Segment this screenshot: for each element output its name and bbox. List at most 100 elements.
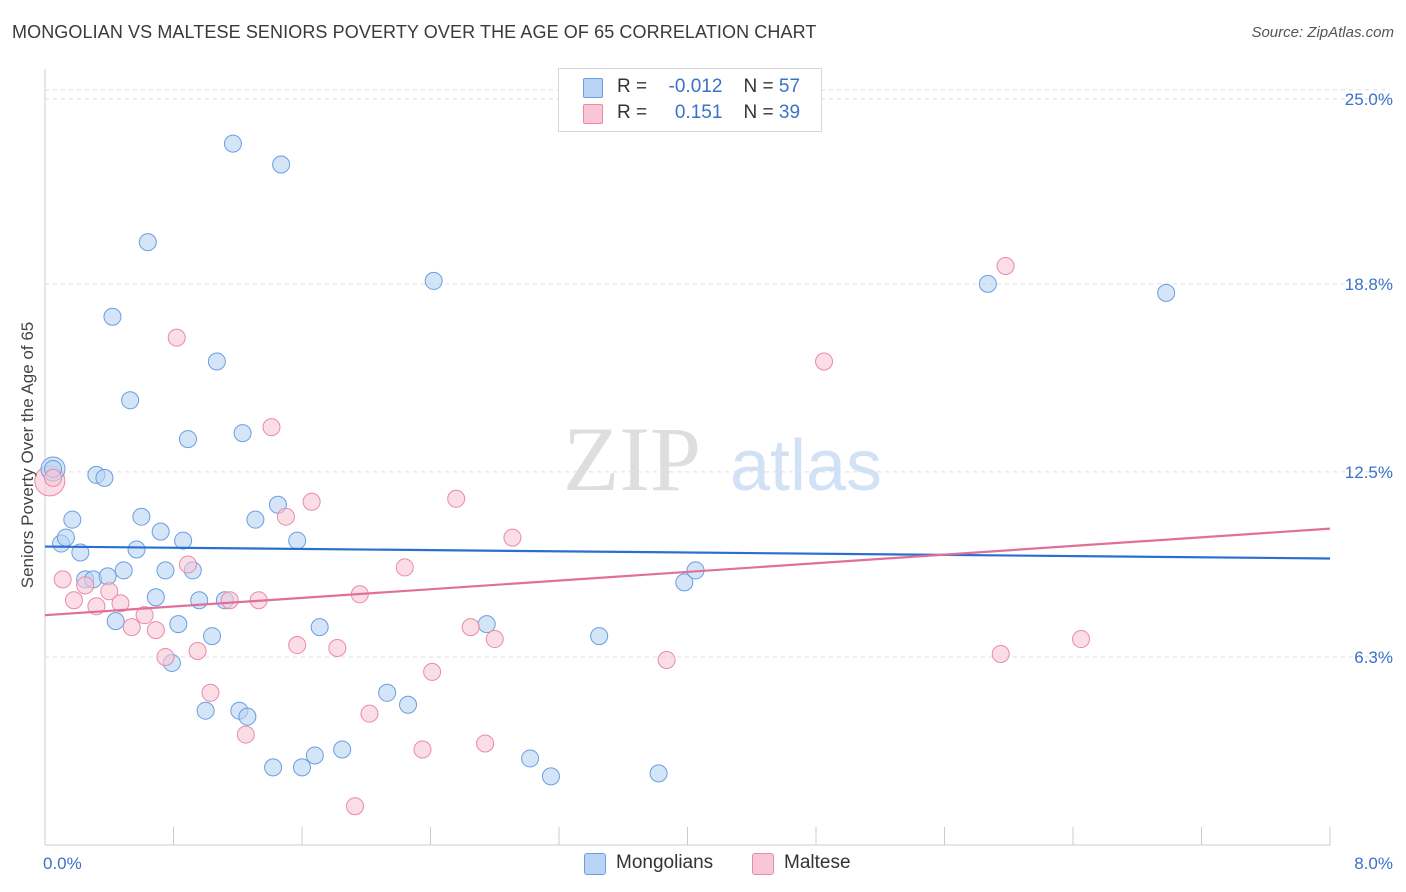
maltese-point xyxy=(302,492,321,511)
x-tick-label: 8.0% xyxy=(1354,854,1393,873)
mongolians-point xyxy=(288,531,307,550)
maltese-point xyxy=(100,582,119,601)
y-tick-label: 18.8% xyxy=(1345,275,1393,294)
mongolians-point xyxy=(114,561,133,580)
mongolians-point xyxy=(310,618,329,637)
mongolians-point xyxy=(1157,283,1176,302)
mongolians-point xyxy=(246,510,265,529)
maltese-point xyxy=(276,507,295,526)
maltese-point xyxy=(476,734,495,753)
mongolians-legend-label: Mongolians xyxy=(616,852,714,873)
data-points xyxy=(34,134,1176,816)
maltese-point xyxy=(44,468,63,487)
mongolians-legend-swatch xyxy=(584,853,606,875)
maltese-point xyxy=(111,594,130,613)
mongolians-point xyxy=(121,391,140,410)
maltese-point xyxy=(461,618,480,637)
mongolians-point xyxy=(378,683,397,702)
mongolians-point xyxy=(978,274,997,293)
maltese-swatch xyxy=(583,104,603,124)
mongolians-point xyxy=(151,522,170,541)
x-tick-label: 0.0% xyxy=(43,854,82,873)
x-axis-tick-labels: 0.0% 8.0% xyxy=(43,854,1393,873)
y-tick-label: 25.0% xyxy=(1345,90,1393,109)
mongolians-point xyxy=(675,573,694,592)
mongolians-point xyxy=(95,468,114,487)
mongolians-n-label: N = xyxy=(743,76,774,97)
mongolians-point xyxy=(178,430,197,449)
maltese-point xyxy=(395,558,414,577)
maltese-point xyxy=(346,797,365,816)
mongolians-point xyxy=(223,134,242,153)
y-axis-label: Seniors Poverty Over the Age of 65 xyxy=(18,322,37,588)
mongolians-point xyxy=(98,567,117,586)
maltese-point xyxy=(76,576,95,595)
chart-title: MONGOLIAN VS MALTESE SENIORS POVERTY OVE… xyxy=(12,22,817,42)
mongolians-point xyxy=(71,543,90,562)
maltese-point xyxy=(288,636,307,655)
mongolians-point xyxy=(238,707,257,726)
maltese-point xyxy=(64,591,83,610)
maltese-point xyxy=(657,650,676,669)
mongolians-point xyxy=(477,615,496,634)
watermark-atlas: atlas xyxy=(730,426,882,506)
maltese-legend-label: Maltese xyxy=(784,852,851,873)
mongolians-point xyxy=(272,155,291,174)
mongolians-r-value: -0.012 xyxy=(668,76,723,97)
maltese-point xyxy=(135,606,154,625)
mongolians-point xyxy=(103,307,122,326)
maltese-r-value: 0.151 xyxy=(674,102,723,123)
mongolians-point xyxy=(196,701,215,720)
mongolians-point xyxy=(203,627,222,646)
maltese-point xyxy=(236,725,255,744)
maltese-legend-swatch xyxy=(752,853,774,875)
mongolians-point xyxy=(293,758,311,777)
mongolians-point xyxy=(399,695,418,714)
mongolians-point xyxy=(146,588,165,607)
source-label: Source: ZipAtlas.com xyxy=(1251,24,1394,41)
mongolians-point xyxy=(233,424,252,443)
maltese-point xyxy=(485,630,504,649)
watermark: ZIP atlas xyxy=(563,408,882,510)
maltese-point xyxy=(220,591,239,610)
maltese-point xyxy=(413,740,432,759)
mongolians-point xyxy=(127,540,146,559)
mongolians-point xyxy=(174,531,193,550)
maltese-n-value: 39 xyxy=(778,102,801,123)
mongolians-point xyxy=(138,233,157,252)
maltese-point xyxy=(53,570,72,589)
mongolians-r-label: R = xyxy=(617,76,648,97)
x-axis-ticks xyxy=(44,827,1331,845)
y-axis-tick-labels: 6.3% 12.5% 18.8% 25.0% xyxy=(1345,90,1393,667)
mongolians-point xyxy=(207,352,226,371)
mongolians-point xyxy=(649,764,668,783)
maltese-point xyxy=(188,642,207,660)
mongolians-point xyxy=(424,271,443,290)
mongolians-n-value: 57 xyxy=(778,76,801,97)
maltese-point xyxy=(328,639,347,658)
y-tick-label: 6.3% xyxy=(1354,648,1393,667)
maltese-point xyxy=(447,489,466,508)
watermark-zip: ZIP xyxy=(563,408,701,510)
mongolians-point xyxy=(541,767,560,786)
maltese-point xyxy=(146,621,165,640)
mongolians-point xyxy=(264,758,283,777)
maltese-n-label: N = xyxy=(743,102,774,123)
maltese-trend-line xyxy=(44,527,1331,617)
maltese-r-label: R = xyxy=(617,102,648,123)
maltese-point xyxy=(991,644,1010,663)
mongolians-point xyxy=(590,627,609,646)
mongolians-point xyxy=(521,749,540,768)
maltese-point xyxy=(262,418,281,437)
correlation-legend: R = -0.012 N = 57 R = 0.151 N = 39 xyxy=(558,68,822,132)
mongolians-point xyxy=(305,746,324,765)
mongolians-point xyxy=(333,740,352,759)
maltese-point xyxy=(360,704,379,723)
maltese-point xyxy=(815,352,834,371)
maltese-point xyxy=(201,683,220,702)
maltese-point xyxy=(167,328,186,347)
y-tick-label: 12.5% xyxy=(1345,463,1393,482)
mongolians-point xyxy=(169,615,188,634)
maltese-point xyxy=(503,528,522,547)
